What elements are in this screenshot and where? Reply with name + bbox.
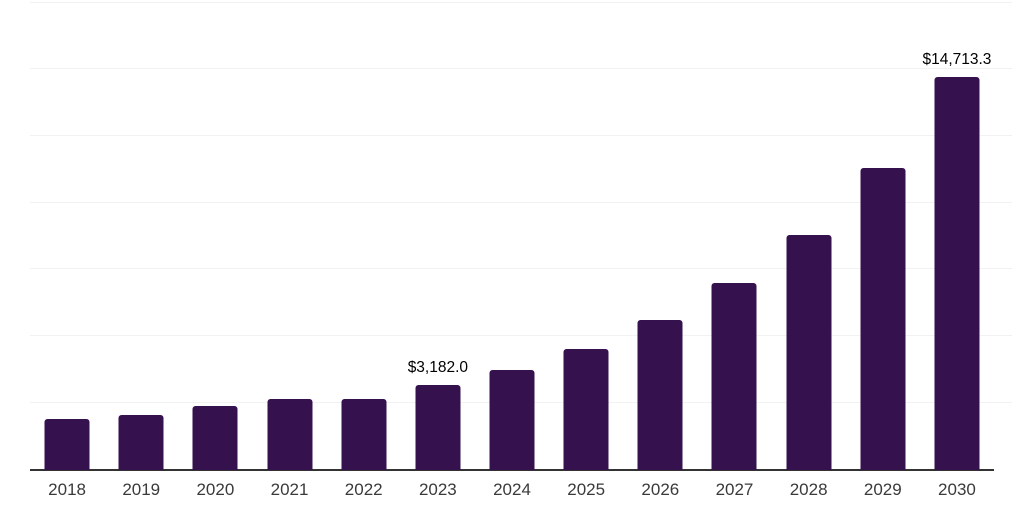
bar-2019 [118, 415, 164, 470]
bar-slot [549, 2, 623, 470]
x-tick-label: 2022 [344, 480, 383, 499]
y-gridline [30, 268, 1012, 270]
bar-2021 [267, 398, 313, 470]
bar-2026 [637, 320, 683, 470]
bar-slot [623, 2, 697, 470]
bar-2030 [934, 76, 980, 470]
plot-area: $3,182.0 $14,713.3 [30, 2, 1012, 471]
x-tick-label: 2021 [270, 480, 309, 499]
bar-slot [327, 2, 401, 470]
x-axis-line [30, 469, 994, 471]
bar-2024 [489, 369, 535, 470]
x-axis-labels: 2018 2019 2020 2021 2022 2023 2024 2025 2026 2027… [30, 481, 994, 498]
bar-2018 [44, 419, 90, 470]
x-tick-label: 2027 [715, 480, 754, 499]
x-tick-label: 2020 [196, 480, 235, 499]
bars: $3,182.0 $14,713.3 [30, 2, 994, 470]
bar-2023 [415, 384, 461, 470]
bar-slot [252, 2, 326, 470]
x-tick-label: 2018 [48, 480, 86, 499]
bar-2029 [860, 168, 906, 470]
bar-slot [846, 2, 920, 470]
bar-slot [772, 2, 846, 470]
bar-2028 [786, 235, 832, 470]
y-gridline [30, 67, 1012, 69]
bar-2022 [341, 398, 387, 470]
x-tick-label: 2028 [789, 480, 828, 499]
bar-2027 [711, 283, 757, 470]
x-tick-label: 2019 [122, 480, 161, 499]
bar-data-label: $3,182.0 [407, 359, 469, 377]
bar-2025 [563, 349, 609, 470]
x-tick-label: 2025 [567, 480, 606, 499]
y-gridline [30, 2, 1012, 3]
x-tick-label: 2024 [493, 480, 531, 499]
x-tick-label: 2023 [418, 480, 457, 499]
bar-slot [697, 2, 771, 470]
y-gridline [30, 335, 1012, 337]
bar-slot [30, 2, 104, 470]
bar-slot [104, 2, 178, 470]
x-tick-label: 2026 [641, 480, 680, 499]
bar-slot [475, 2, 549, 470]
y-gridline [30, 201, 1012, 203]
y-gridline [30, 134, 1012, 136]
bar-2020 [192, 406, 238, 470]
bar-slot: $14,713.3 [920, 2, 994, 470]
bar-slot: $3,182.0 [401, 2, 475, 470]
x-tick-label: 2030 [938, 480, 976, 499]
x-tick-label: 2029 [863, 480, 902, 499]
bar-slot [178, 2, 252, 470]
bar-data-label: $14,713.3 [922, 51, 992, 69]
